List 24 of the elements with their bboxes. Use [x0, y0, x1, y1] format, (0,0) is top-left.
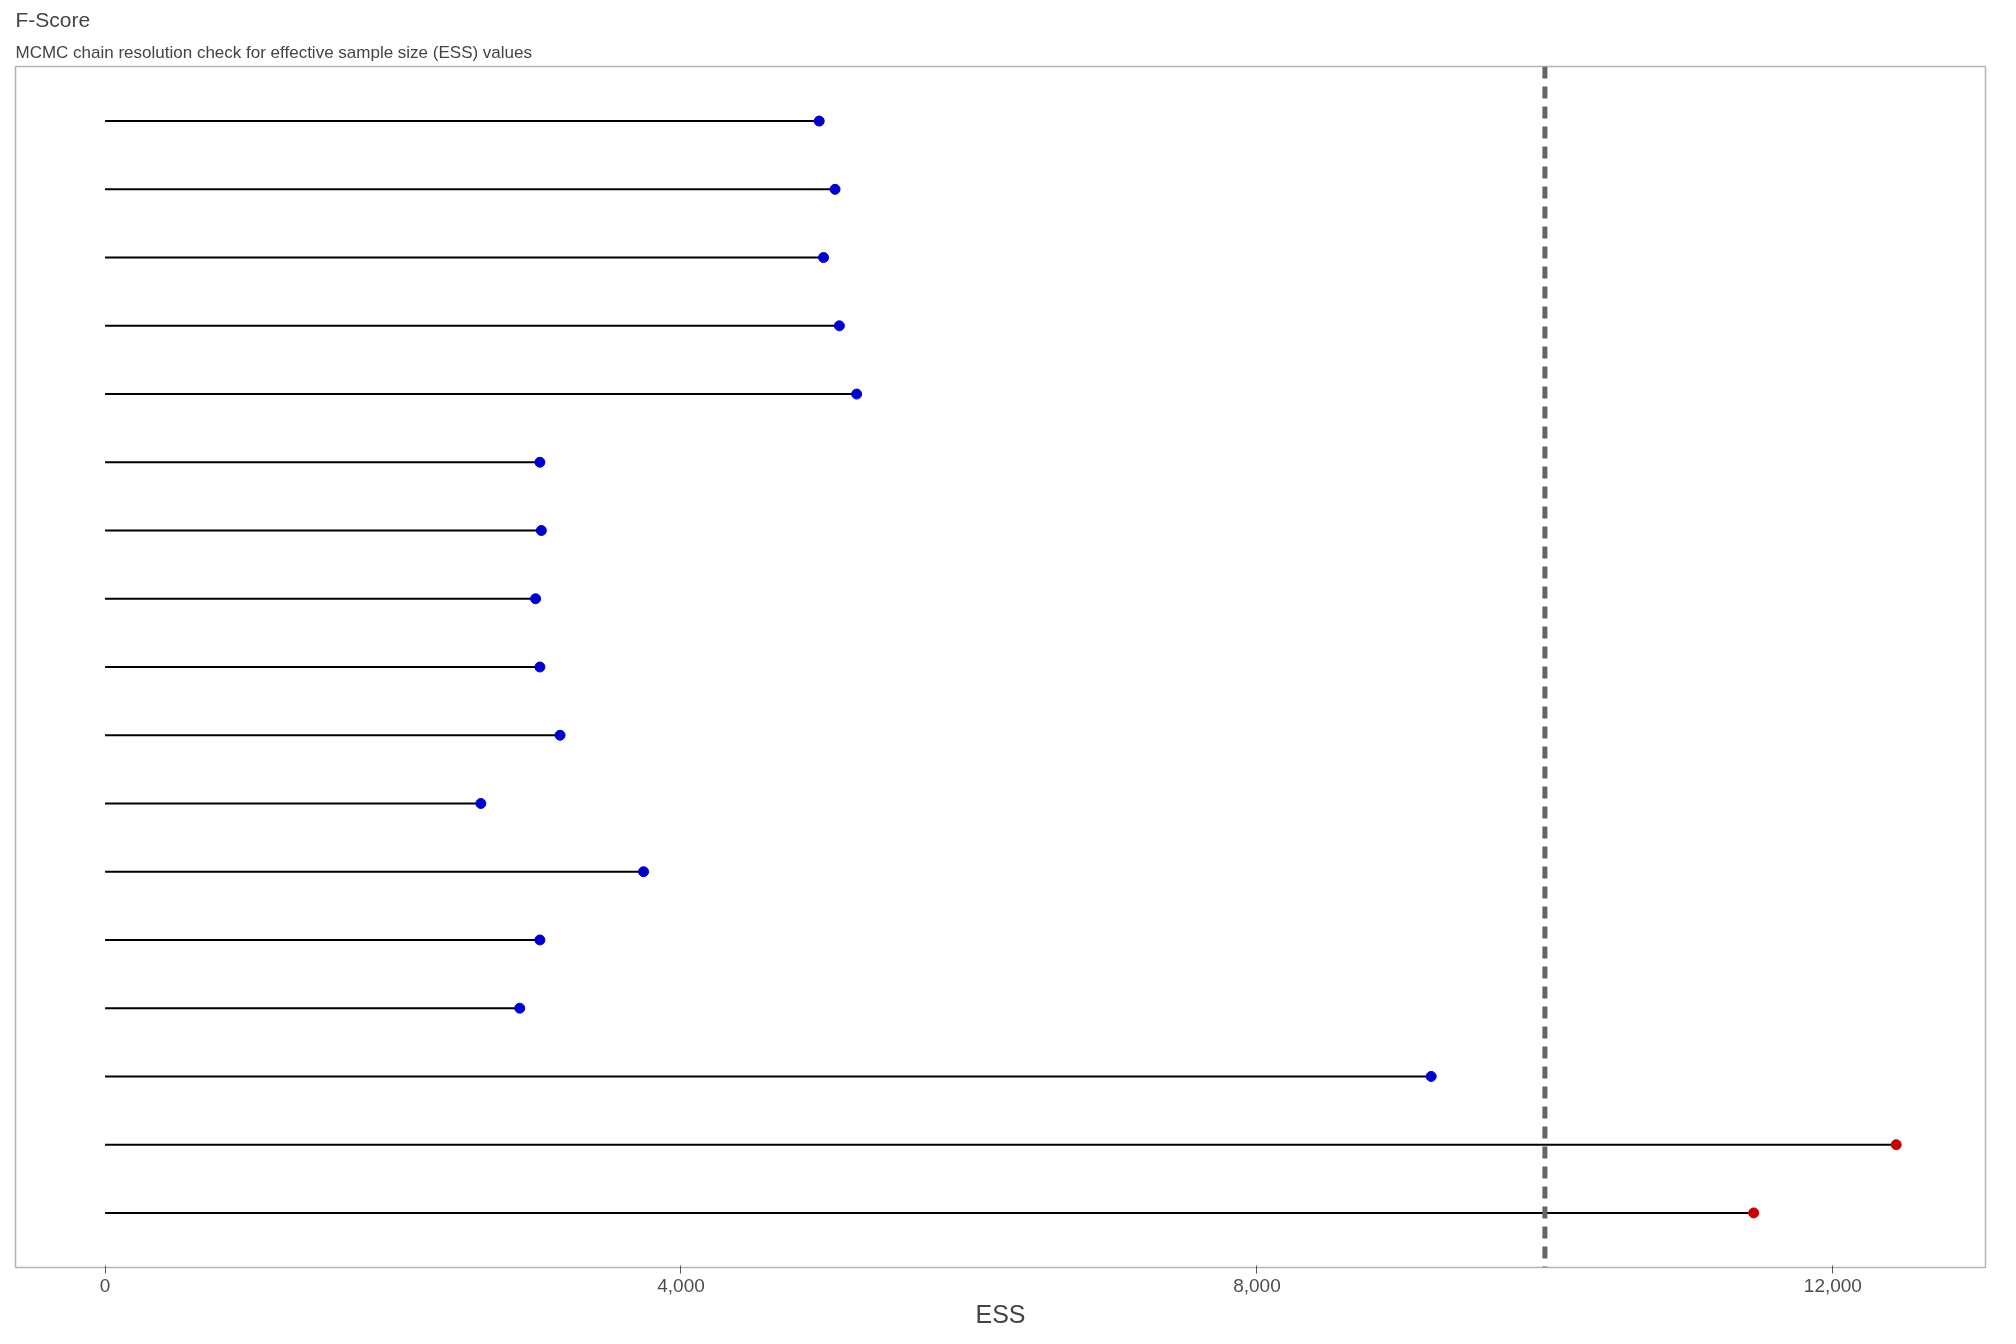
- chart-title: F-Score: [15, 7, 91, 31]
- point: [829, 183, 841, 195]
- point: [530, 593, 542, 605]
- x-tick-label: 4,000: [657, 1274, 705, 1296]
- point: [475, 797, 487, 809]
- point: [638, 866, 650, 878]
- point: [554, 729, 566, 741]
- point: [514, 1002, 526, 1014]
- point: [535, 525, 547, 537]
- point: [1890, 1139, 1902, 1151]
- point: [813, 115, 825, 127]
- x-tick-label: 8,000: [1233, 1274, 1281, 1296]
- point: [534, 456, 546, 468]
- point: [833, 320, 845, 332]
- x-axis-title: ESS: [975, 1299, 1026, 1328]
- x-tick-label: 12,000: [1803, 1274, 1862, 1296]
- chart-subtitle: MCMC chain resolution check for effective sample size (ESS) values: [15, 42, 532, 62]
- point: [534, 934, 546, 946]
- point: [851, 388, 863, 400]
- point: [818, 252, 830, 264]
- point: [1425, 1070, 1437, 1082]
- point: [1748, 1207, 1760, 1219]
- point: [534, 661, 546, 673]
- x-tick-label: 0: [99, 1274, 111, 1296]
